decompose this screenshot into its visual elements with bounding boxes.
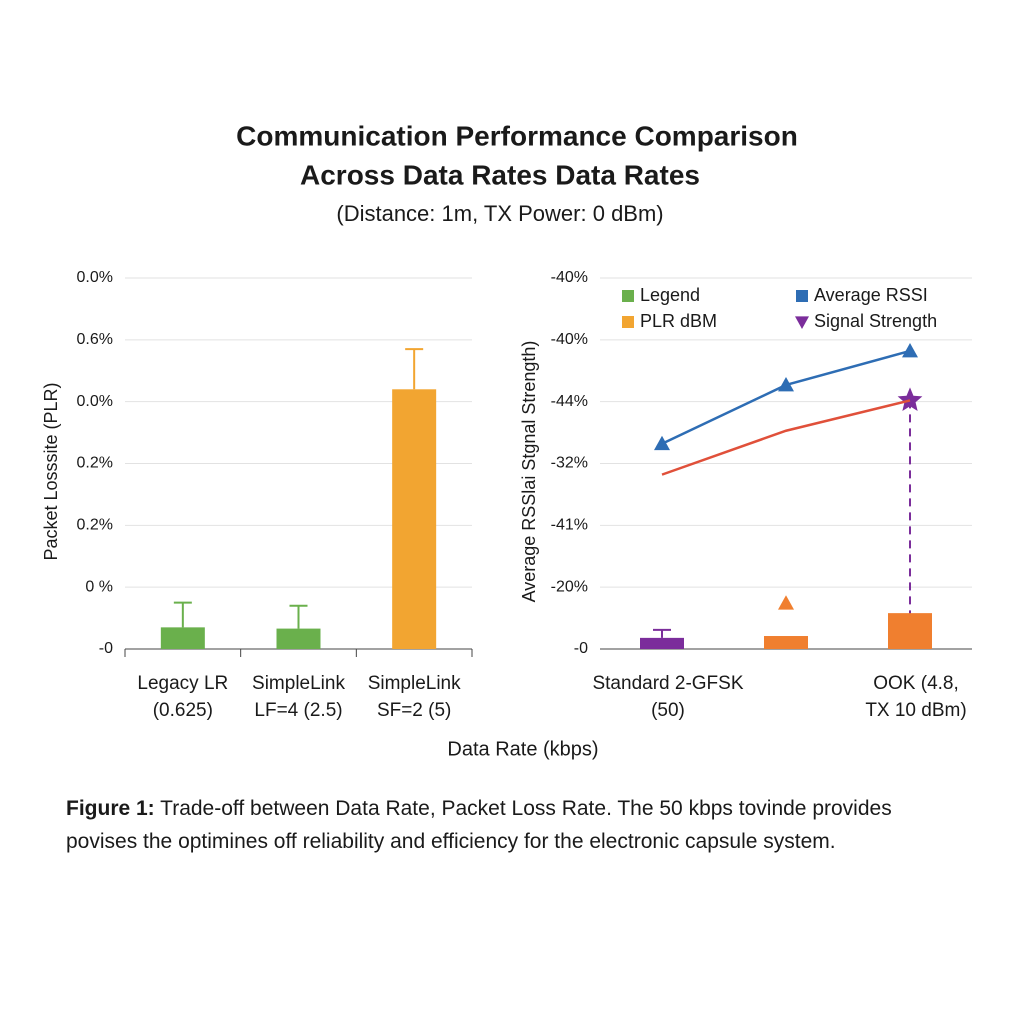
subtitle: (Distance: 1m, TX Power: 0 dBm) [336,201,663,226]
x-axis-label: Data Rate (kbps) [447,738,598,760]
caption: Figure 1: Trade-off between Data Rate, P… [66,792,946,858]
y-tick-label: -40% [551,269,588,286]
legend-label: Signal Strength [814,311,937,331]
point [897,387,923,411]
bar [392,389,437,649]
x-tick-label: TX 10 dBm) [865,700,966,721]
title-line: Across Data Rates Data Rates [300,159,700,190]
y-tick-label: -20% [551,578,588,595]
y-tick-label: -32% [551,455,588,472]
x-tick-label: Legacy LR [137,673,228,694]
chart: Communication Performance Comparison Acr… [41,120,972,760]
x-tick-label: (50) [651,700,685,721]
point [778,376,794,392]
error-bar [173,601,192,628]
y-axis-label: Packet Losssite (PLR) [41,382,61,560]
y-tick-label: 0.0% [77,269,113,286]
y-tick-label: 0.2% [77,455,113,472]
error-bar [653,628,671,638]
x-tick-label: SF=2 (5) [377,700,451,721]
x-tick-label: (0.625) [153,700,213,721]
legend-marker [622,316,634,328]
legend-marker [796,290,808,302]
point [902,342,918,358]
y-tick-label: 0.2% [77,517,113,534]
line [661,399,911,476]
y-tick-label: -40% [551,331,588,348]
error-bar [289,604,308,629]
title-line: Communication Performance Comparison [236,120,798,151]
y-tick-label: -41% [551,517,588,534]
x-tick-label: Standard 2-GFSK [592,673,743,694]
point [654,435,670,451]
y-tick-label: -0 [99,640,113,657]
y-tick-label: -0 [574,640,588,657]
caption-text: Trade-off between Data Rate, Packet Loss… [66,797,892,853]
x-tick-label: SimpleLink [252,673,345,694]
x-tick-label: OOK (4.8, [873,673,959,694]
x-tick-label: LF=4 (2.5) [254,700,342,721]
bar [888,613,932,649]
error-bar [405,348,424,390]
y-tick-label: -44% [551,393,588,410]
point [778,595,794,610]
bar [160,627,205,649]
x-tick-label: SimpleLink [368,673,461,694]
caption-lead: Figure 1: [66,797,155,820]
legend-marker [795,316,809,329]
legend-label: Average RSSI [814,285,928,305]
bar [764,636,808,649]
y-axis-label: Average RSSlai Stgnal Strength) [519,341,539,603]
bar [640,637,684,649]
bar [276,628,321,649]
legend-label: PLR dBM [640,311,717,331]
y-tick-label: 0.6% [77,331,113,348]
y-tick-label: 0 % [85,578,113,595]
legend-label: Legend [640,285,700,305]
legend-marker [622,290,634,302]
y-tick-label: 0.0% [77,393,113,410]
